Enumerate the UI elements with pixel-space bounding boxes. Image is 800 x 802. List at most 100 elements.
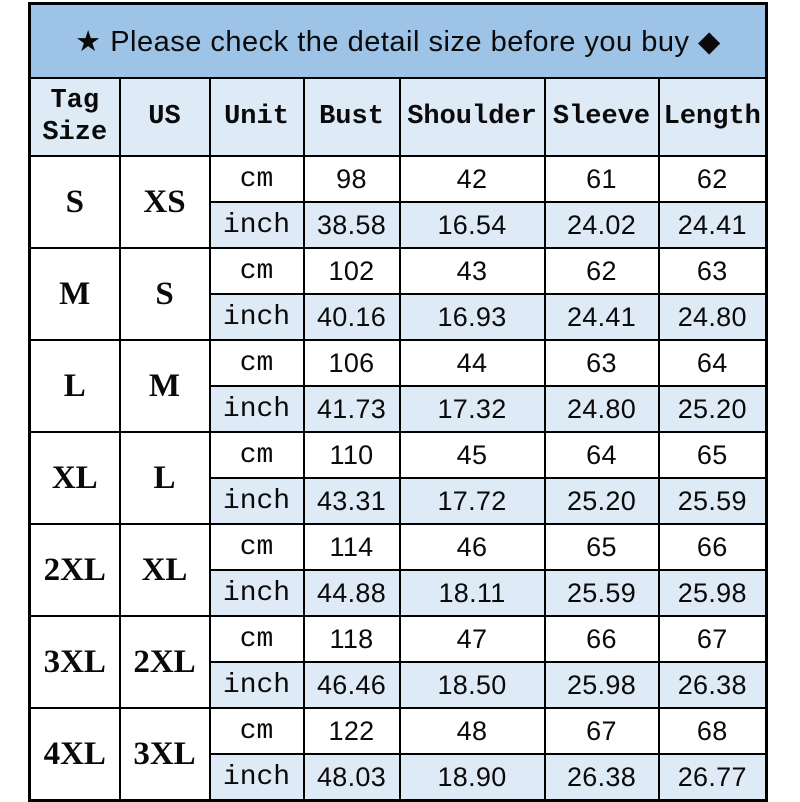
size-row-inch: inch 40.16 16.93 24.41 24.80: [30, 293, 768, 341]
column-header-sleeve: Sleeve: [543, 77, 660, 157]
measurement-cell-inch: 24.80: [657, 293, 768, 341]
size-chart-table: ★ Please check the detail size before yo…: [28, 2, 768, 802]
unit-label-cm: cm: [208, 431, 305, 479]
measurement-cell-inch: 25.59: [657, 477, 768, 525]
measurement-cell-cm: 46: [398, 523, 546, 571]
column-header-unit: Unit: [208, 77, 305, 157]
measurement-cell-inch: 16.54: [398, 201, 546, 249]
measurement-cell-cm: 42: [398, 155, 546, 203]
us-size-cell: M: [118, 339, 211, 433]
header-row: Tag Size US Unit Bust Shoulder Sleeve Le…: [28, 77, 768, 157]
measurement-cell-cm: 47: [398, 615, 546, 663]
measurement-cell-inch: 44.88: [302, 569, 401, 617]
unit-label-inch: inch: [208, 753, 305, 802]
measurement-cell-cm: 66: [657, 523, 768, 571]
tag-size-cell: 2XL: [28, 523, 121, 617]
measurement-cell-inch: 43.31: [302, 477, 401, 525]
unit-label-cm: cm: [208, 247, 305, 295]
measurement-cell-inch: 16.93: [398, 293, 546, 341]
measurement-cell-cm: 65: [657, 431, 768, 479]
unit-label-cm: cm: [208, 523, 305, 571]
size-row-inch: inch 38.58 16.54 24.02 24.41: [30, 201, 768, 249]
measurement-cell-inch: 38.58: [302, 201, 401, 249]
unit-label-cm: cm: [208, 707, 305, 755]
unit-label-cm: cm: [208, 155, 305, 203]
measurement-cell-inch: 24.80: [543, 385, 660, 433]
us-size-cell: 3XL: [118, 707, 211, 802]
us-size-cell: S: [118, 247, 211, 341]
measurement-cell-cm: 64: [543, 431, 660, 479]
measurement-cell-cm: 61: [543, 155, 660, 203]
size-row-cm: S XS cm 98 42 61 62: [28, 155, 768, 249]
measurement-cell-inch: 41.73: [302, 385, 401, 433]
banner-row: ★ Please check the detail size before yo…: [28, 2, 768, 79]
us-size-cell: XL: [118, 523, 211, 617]
measurement-cell-inch: 40.16: [302, 293, 401, 341]
tag-size-cell: L: [28, 339, 121, 433]
notice-banner: ★ Please check the detail size before yo…: [28, 2, 768, 79]
tag-size-cell: XL: [28, 431, 121, 525]
size-row-inch: inch 46.46 18.50 25.98 26.38: [30, 661, 768, 709]
measurement-cell-inch: 18.50: [398, 661, 546, 709]
column-header-us: US: [118, 77, 211, 157]
measurement-cell-inch: 18.11: [398, 569, 546, 617]
measurement-cell-inch: 26.38: [543, 753, 660, 802]
measurement-cell-inch: 25.98: [543, 661, 660, 709]
measurement-cell-cm: 98: [302, 155, 401, 203]
unit-label-inch: inch: [208, 661, 305, 709]
column-header-bust: Bust: [302, 77, 401, 157]
measurement-cell-inch: 26.77: [657, 753, 768, 802]
measurement-cell-cm: 63: [543, 339, 660, 387]
measurement-cell-cm: 62: [543, 247, 660, 295]
size-row-inch: inch 44.88 18.11 25.59 25.98: [30, 569, 768, 617]
measurement-cell-inch: 25.59: [543, 569, 660, 617]
measurement-cell-cm: 67: [657, 615, 768, 663]
tag-size-cell: M: [28, 247, 121, 341]
us-size-cell: 2XL: [118, 615, 211, 709]
measurement-cell-inch: 18.90: [398, 753, 546, 802]
measurement-cell-cm: 64: [657, 339, 768, 387]
measurement-cell-cm: 106: [302, 339, 401, 387]
measurement-cell-cm: 43: [398, 247, 546, 295]
measurement-cell-cm: 102: [302, 247, 401, 295]
measurement-cell-inch: 25.20: [657, 385, 768, 433]
unit-label-inch: inch: [208, 201, 305, 249]
tag-size-cell: 3XL: [28, 615, 121, 709]
measurement-cell-inch: 17.72: [398, 477, 546, 525]
size-row-inch: inch 41.73 17.32 24.80 25.20: [30, 385, 768, 433]
us-size-cell: L: [118, 431, 211, 525]
measurement-cell-inch: 25.20: [543, 477, 660, 525]
size-row-inch: inch 43.31 17.72 25.20 25.59: [30, 477, 768, 525]
unit-label-inch: inch: [208, 293, 305, 341]
unit-label-inch: inch: [208, 569, 305, 617]
unit-label-cm: cm: [208, 339, 305, 387]
unit-label-inch: inch: [208, 385, 305, 433]
size-row-cm: 4XL 3XL cm 122 48 67 68: [28, 707, 768, 802]
measurement-cell-inch: 24.02: [543, 201, 660, 249]
size-row-cm: 3XL 2XL cm 118 47 66 67: [28, 615, 768, 709]
measurement-cell-inch: 26.38: [657, 661, 768, 709]
measurement-cell-cm: 63: [657, 247, 768, 295]
measurement-cell-cm: 114: [302, 523, 401, 571]
measurement-cell-inch: 46.46: [302, 661, 401, 709]
measurement-cell-cm: 118: [302, 615, 401, 663]
measurement-cell-cm: 67: [543, 707, 660, 755]
measurement-cell-cm: 65: [543, 523, 660, 571]
measurement-cell-cm: 62: [657, 155, 768, 203]
measurement-cell-cm: 68: [657, 707, 768, 755]
measurement-cell-inch: 48.03: [302, 753, 401, 802]
measurement-cell-cm: 122: [302, 707, 401, 755]
measurement-cell-cm: 48: [398, 707, 546, 755]
size-row-cm: 2XL XL cm 114 46 65 66: [28, 523, 768, 617]
measurement-cell-cm: 66: [543, 615, 660, 663]
measurement-cell-cm: 45: [398, 431, 546, 479]
measurement-cell-inch: 24.41: [543, 293, 660, 341]
measurement-cell-inch: 24.41: [657, 201, 768, 249]
us-size-cell: XS: [118, 155, 211, 249]
tag-size-cell: S: [28, 155, 121, 249]
unit-label-inch: inch: [208, 477, 305, 525]
